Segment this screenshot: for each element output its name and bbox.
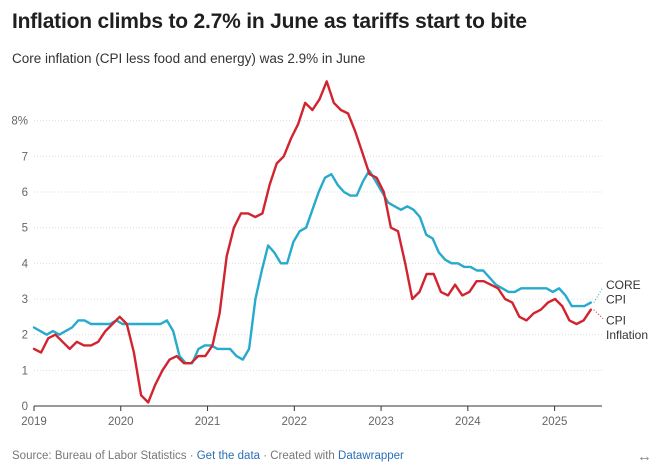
y-tick-label: 5	[22, 223, 28, 235]
x-tick-label: 2024	[455, 416, 481, 428]
created-with-text: · Created with	[260, 450, 339, 462]
x-tick-label: 2021	[195, 416, 221, 428]
x-tick-label: 2023	[368, 416, 394, 428]
y-tick-label: 0	[22, 401, 28, 413]
chart-subtitle: Core inflation (CPI less food and energy…	[12, 51, 366, 66]
y-tick-label: 7	[22, 151, 28, 163]
datawrapper-link[interactable]: Datawrapper	[338, 450, 404, 462]
series-leader	[593, 309, 604, 320]
y-tick-label: 8%	[11, 116, 28, 128]
x-tick-label: 2020	[108, 416, 134, 428]
x-tick-label: 2025	[542, 416, 568, 428]
source-text: Source: Bureau of Labor Statistics ·	[12, 450, 197, 462]
y-tick-label: 4	[22, 258, 29, 270]
series-leader	[593, 286, 604, 303]
y-tick-label: 3	[22, 294, 28, 306]
y-tick-label: 2	[22, 330, 28, 342]
series-line	[32, 169, 592, 365]
line-chart: 0 1 2 3 4 5 6 7 8% 2019 2020 2021 2022 2023 2024 2025 CO…	[11, 80, 648, 428]
series-line	[32, 80, 592, 404]
y-tick-label: 6	[22, 187, 28, 199]
get-data-link[interactable]: Get the data	[196, 450, 261, 462]
series-label: CORE	[606, 278, 641, 292]
x-tick-label: 2022	[282, 416, 308, 428]
series-label: CPI	[606, 292, 626, 306]
expand-icon[interactable]: ↔	[637, 448, 652, 465]
y-tick-label: 1	[22, 365, 28, 377]
series-label: Inflation	[606, 328, 648, 342]
series-label: CPI	[606, 314, 626, 328]
x-tick-label: 2019	[21, 416, 47, 428]
chart-title: Inflation climbs to 2.7% in June as tari…	[12, 10, 527, 33]
footer: Source: Bureau of Labor Statistics · Get…	[12, 450, 404, 462]
